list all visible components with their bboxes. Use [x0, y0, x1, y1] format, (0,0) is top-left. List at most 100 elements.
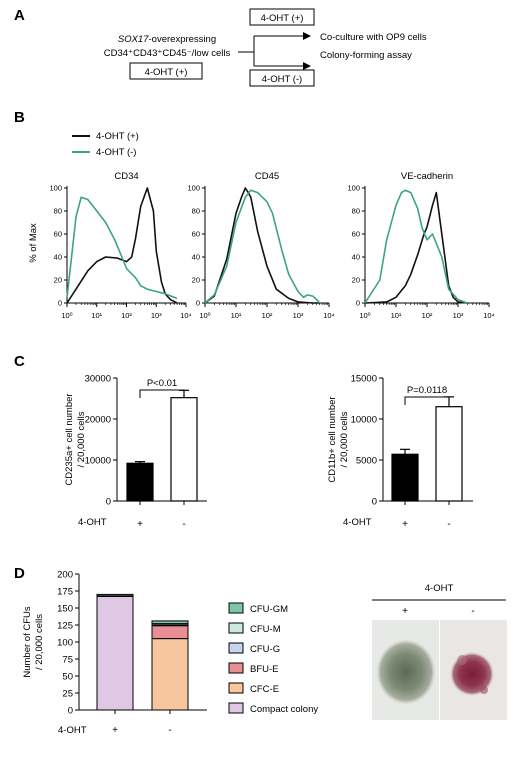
significance-bracket	[404, 396, 450, 405]
segment-bfu-e	[151, 625, 189, 640]
y-tick-label: 20	[54, 276, 62, 285]
bar-chart-cd235a: 0 10000 20000 30000 CD235a+ cell number/ 20,…	[64, 374, 207, 530]
category-label: -	[168, 725, 171, 736]
legend-swatch	[228, 702, 244, 714]
y-tick-label: 0	[58, 299, 62, 308]
colony-plus	[376, 639, 436, 705]
y-tick-label: 0	[106, 497, 111, 508]
outcome-colony-assay: Colony-forming assay	[320, 50, 412, 61]
y-tick-label: 20	[352, 276, 360, 285]
legend-swatch	[228, 662, 244, 674]
bar-minus	[170, 397, 198, 502]
box-bottom-text: 4-OHT (-)	[262, 74, 302, 85]
panel-c-label: C	[14, 353, 25, 370]
histogram-2: CD45 0 20 40 60 80 100 10⁰ 10¹ 10² 10³ 10⁴	[187, 171, 334, 320]
panel-a-label: A	[14, 7, 25, 24]
cfu-legend: CFU-GM CFU-M CFU-G BFU-E CFC-E Compact colony	[228, 602, 318, 715]
y-axis-label-line: / 20,000 cells	[34, 614, 45, 670]
significance-label: P<0.01	[147, 378, 177, 389]
y-tick-label: 150	[57, 604, 73, 615]
box-bottom	[249, 69, 315, 87]
y-tick-label: 100	[49, 184, 62, 193]
legend-label-minus: 4-OHT (-)	[96, 147, 136, 158]
y-tick-label: 5000	[356, 456, 377, 467]
y-tick-label: 125	[57, 621, 73, 632]
legend-swatch	[228, 602, 244, 614]
y-tick-label: 20000	[85, 415, 111, 426]
y-tick-label: 100	[57, 638, 73, 649]
histogram-3: VE-cadherin 0 20 40 60 80 100 10⁰ 10¹ 10² 10³ 10⁴	[347, 171, 494, 320]
micrograph-minus-label: -	[471, 606, 474, 617]
category-label: +	[112, 725, 118, 736]
y-tick-label: 0	[196, 299, 200, 308]
histograms: CD34 0 20 40 60 80 100 10⁰ 10¹ 10² 10³ 10⁴ CD45 0 20 40…	[49, 171, 494, 320]
micrograph-header: 4-OHT	[425, 583, 454, 594]
x-tick-label: 10²	[121, 311, 132, 320]
y-tick-label: 0	[68, 706, 73, 717]
y-axis-label: CD11b+ cell number/ 20,000 cells	[327, 396, 350, 482]
y-tick-label: 20	[192, 276, 200, 285]
micrograph-plus-label: +	[402, 606, 408, 617]
x-tick-label: 10⁴	[483, 311, 495, 320]
y-tick-label: 75	[62, 655, 73, 666]
y-axis-label-line: / 20,000 cells	[339, 411, 350, 467]
y-axis-label: Number of CFUs/ 20,000 cells	[22, 606, 45, 678]
legend-label: Compact colony	[250, 704, 318, 715]
y-tick-label: 200	[57, 570, 73, 581]
x-tick-label: 10⁰	[199, 311, 210, 320]
y-tick-label: 80	[192, 207, 200, 216]
panel-d-label: D	[14, 565, 25, 582]
y-tick-label: 25	[62, 689, 73, 700]
cells-gene: SOX17	[118, 34, 149, 45]
colony-minus-detail	[457, 655, 467, 665]
x-tick-label: 10²	[262, 311, 273, 320]
bar-minus	[435, 406, 463, 502]
y-tick-label: 40	[192, 253, 200, 262]
category-label: -	[447, 519, 450, 530]
y-tick-label: 80	[54, 207, 62, 216]
series-plus-line	[364, 191, 468, 304]
y-tick-label: 0	[356, 299, 360, 308]
legend-swatch	[228, 622, 244, 634]
box-left-text: 4-OHT (+)	[145, 67, 188, 78]
y-tick-label: 175	[57, 587, 73, 598]
y-tick-label: 40	[352, 253, 360, 262]
box-top-text: 4-OHT (+)	[261, 13, 304, 24]
legend-label: CFU-GM	[250, 604, 288, 615]
cells-overexpressing: -overexpressing	[149, 34, 217, 45]
segment-cfu-m	[96, 593, 134, 597]
stacked-bar-chart-cfu: 0 25 50 75 100 125 150 175 200 Number of CFUs/ 20…	[22, 570, 207, 736]
y-tick-label: 100	[347, 184, 360, 193]
segment-cfc-e	[151, 638, 189, 711]
y-axis-label-line: / 20,000 cells	[76, 411, 87, 467]
y-tick-label: 60	[54, 230, 62, 239]
panel-b-label: B	[14, 109, 25, 126]
cells-description: SOX17-overexpressing	[118, 34, 216, 45]
y-tick-label: 60	[352, 230, 360, 239]
group-label-d: 4-OHT	[58, 725, 87, 736]
y-tick-label: 15000	[351, 374, 377, 385]
y-axis-label: CD235a+ cell number/ 20,000 cells	[64, 393, 87, 485]
outcome-coculture: Co-culture with OP9 cells	[320, 32, 427, 43]
y-tick-label: 10000	[85, 456, 111, 467]
legend-label-plus: 4-OHT (+)	[96, 131, 139, 142]
histogram-title: VE-cadherin	[401, 171, 453, 182]
y-tick-label: 40	[54, 253, 62, 262]
histogram-1: CD34 0 20 40 60 80 100 10⁰ 10¹ 10² 10³ 10⁴	[49, 171, 191, 320]
y-tick-label: 10000	[351, 415, 377, 426]
colony-minus-detail	[480, 686, 488, 694]
segment-cfu-gm	[151, 620, 189, 625]
y-axis-label-line: CD11b+ cell number	[327, 396, 338, 482]
y-tick-label: 0	[372, 497, 377, 508]
group-label-c1: 4-OHT	[78, 517, 107, 528]
group-label-c2: 4-OHT	[343, 517, 372, 528]
y-tick-label: 30000	[85, 374, 111, 385]
category-label: -	[182, 519, 185, 530]
x-tick-label: 10³	[293, 311, 304, 320]
y-tick-label: 50	[62, 672, 73, 683]
y-tick-label: 100	[187, 184, 200, 193]
series-minus-line	[364, 189, 468, 304]
significance-bracket	[139, 389, 185, 398]
